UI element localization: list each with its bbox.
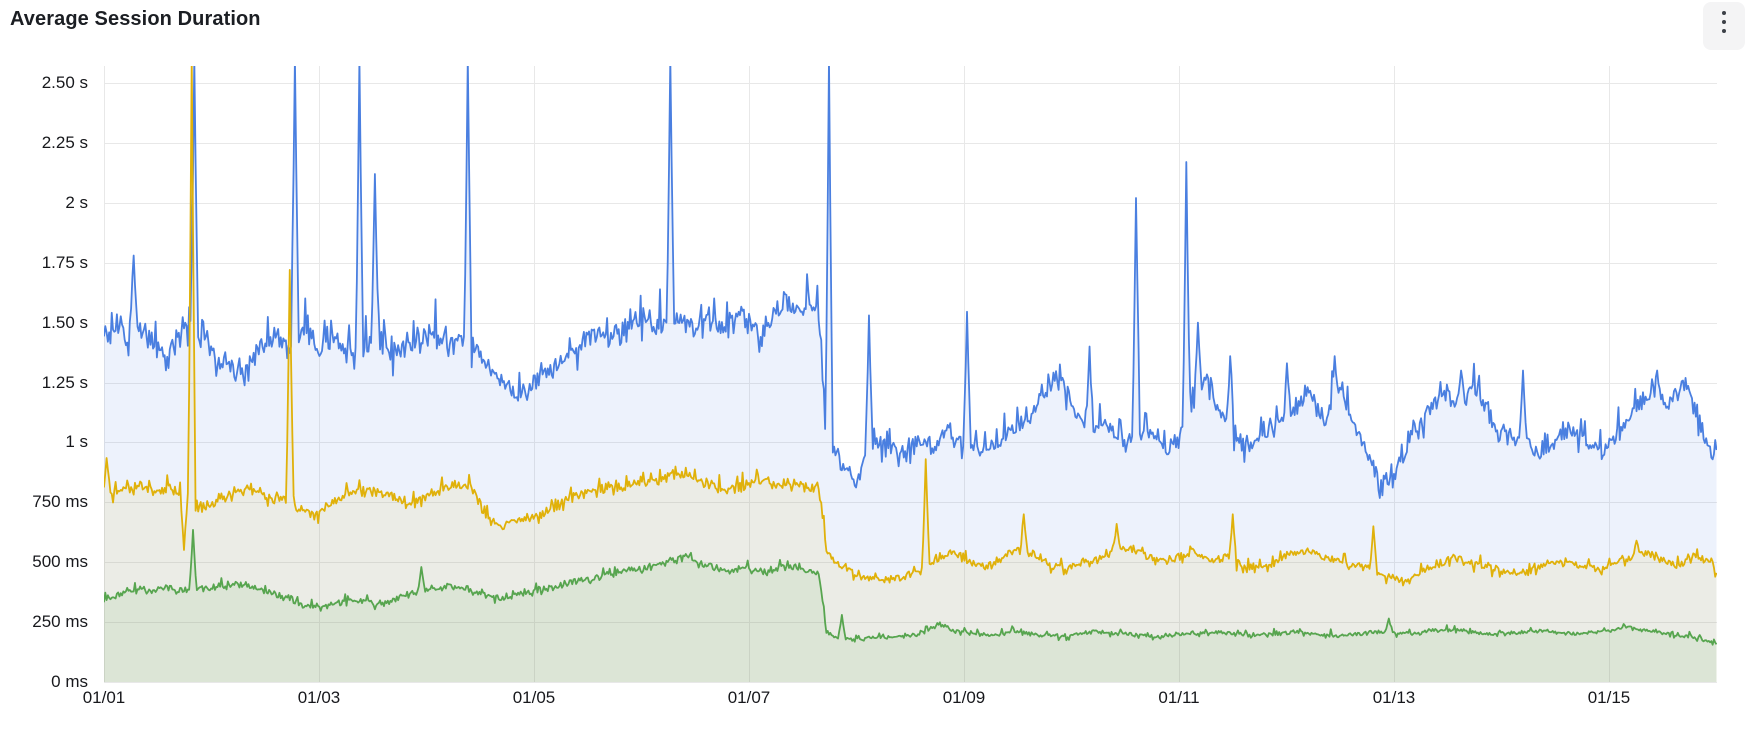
y-tick-label: 500 ms [32, 552, 88, 572]
kebab-menu-icon [1722, 11, 1726, 33]
panel-menu-button[interactable] [1703, 2, 1745, 50]
x-tick-label: 01/03 [297, 688, 341, 707]
x-tick-label: 01/01 [82, 688, 126, 707]
y-tick-label: 1.25 s [41, 372, 88, 392]
y-tick-label: 2 s [65, 192, 88, 212]
x-tick-label: 01/13 [1372, 688, 1416, 707]
panel-header: Average Session Duration [0, 0, 1746, 52]
y-tick-label: 250 ms [32, 612, 88, 632]
x-tick-label: 01/05 [512, 688, 556, 707]
x-tick-label: 01/07 [727, 688, 771, 707]
y-tick-label: 1 s [65, 432, 88, 452]
y-tick-label: 2.50 s [41, 73, 88, 92]
y-tick-label: 0 ms [51, 672, 88, 691]
x-tick-label: 01/09 [942, 688, 986, 707]
y-tick-label: 2.25 s [41, 132, 88, 152]
y-tick-label: 750 ms [32, 492, 88, 512]
x-tick-label: 01/11 [1158, 688, 1200, 707]
x-tick-label: 01/15 [1587, 688, 1631, 707]
y-tick-label: 1.50 s [41, 312, 88, 332]
y-tick-label: 1.75 s [41, 252, 88, 272]
panel-title: Average Session Duration [10, 8, 261, 30]
